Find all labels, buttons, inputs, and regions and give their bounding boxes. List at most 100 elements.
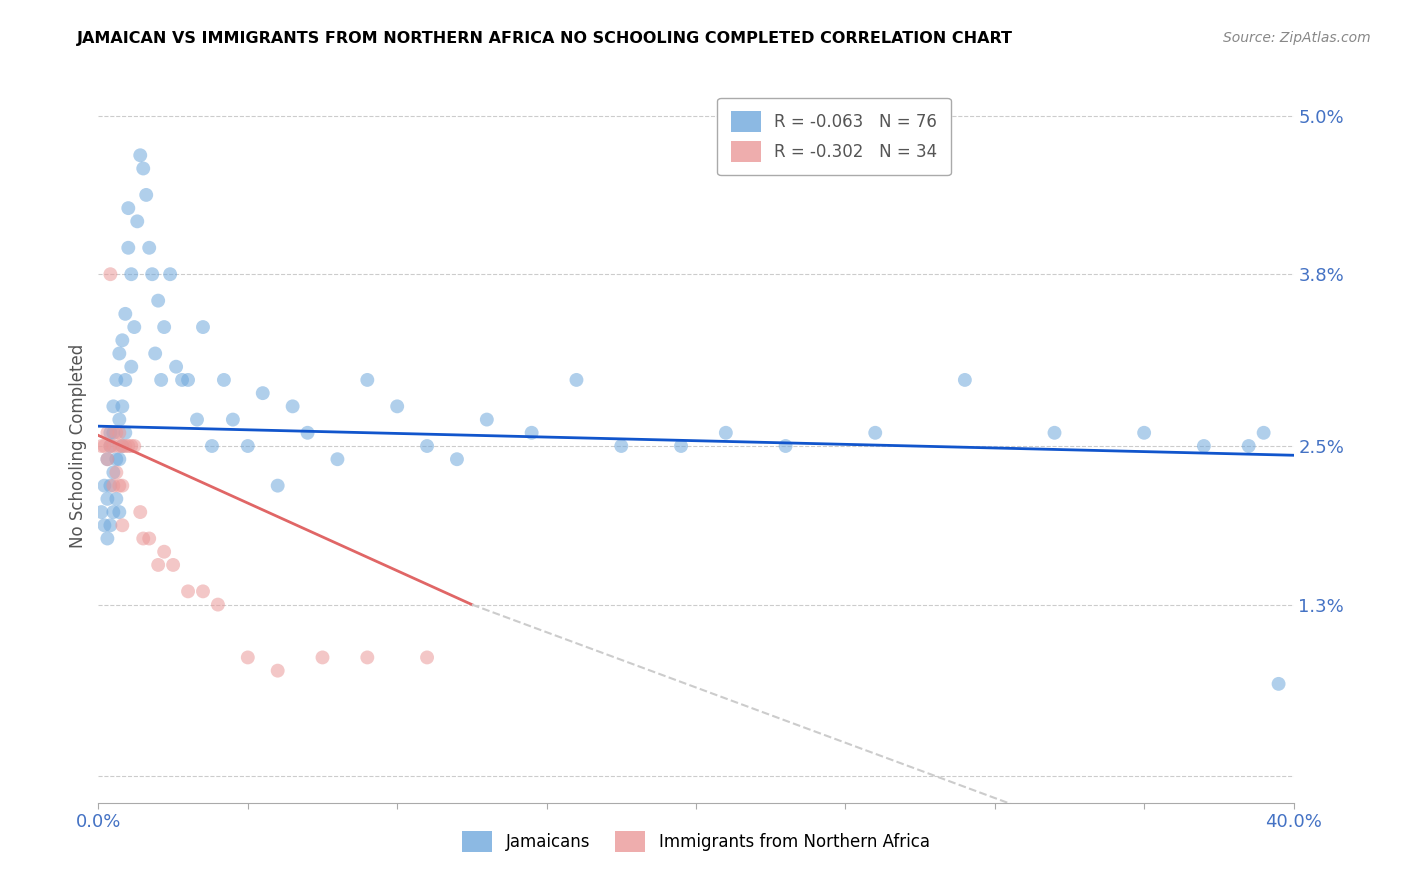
Point — [105, 491, 128, 506]
Point — [108, 478, 131, 492]
Point — [475, 412, 498, 426]
Point — [1133, 425, 1156, 440]
Point — [105, 452, 128, 467]
Point — [1043, 425, 1066, 440]
Point — [714, 425, 737, 440]
Point — [96, 491, 118, 506]
Point — [153, 545, 176, 559]
Point — [96, 452, 118, 467]
Point — [148, 293, 170, 308]
Point — [356, 373, 378, 387]
Point — [111, 333, 134, 347]
Point — [129, 148, 152, 162]
Point — [117, 201, 139, 215]
Point — [252, 386, 274, 401]
Point — [105, 373, 128, 387]
Point — [108, 505, 131, 519]
Point — [267, 664, 290, 678]
Point — [138, 241, 160, 255]
Point — [124, 439, 146, 453]
Point — [98, 439, 122, 453]
Point — [143, 346, 166, 360]
Point — [103, 439, 125, 453]
Point — [153, 320, 176, 334]
Point — [114, 307, 136, 321]
Point — [111, 518, 134, 533]
Point — [117, 439, 139, 453]
Point — [108, 412, 131, 426]
Legend: Jamaicans, Immigrants from Northern Africa: Jamaicans, Immigrants from Northern Afri… — [456, 824, 936, 859]
Point — [93, 478, 115, 492]
Point — [129, 505, 152, 519]
Point — [207, 598, 229, 612]
Point — [90, 439, 112, 453]
Point — [416, 439, 439, 453]
Point — [1253, 425, 1275, 440]
Point — [165, 359, 187, 374]
Point — [191, 584, 214, 599]
Point — [111, 439, 134, 453]
Text: JAMAICAN VS IMMIGRANTS FROM NORTHERN AFRICA NO SCHOOLING COMPLETED CORRELATION C: JAMAICAN VS IMMIGRANTS FROM NORTHERN AFR… — [77, 31, 1014, 46]
Point — [177, 373, 200, 387]
Point — [326, 452, 349, 467]
Y-axis label: No Schooling Completed: No Schooling Completed — [69, 344, 87, 548]
Point — [108, 425, 131, 440]
Point — [311, 650, 333, 665]
Point — [191, 320, 214, 334]
Point — [96, 452, 118, 467]
Point — [775, 439, 797, 453]
Point — [159, 267, 181, 281]
Point — [105, 425, 128, 440]
Point — [385, 400, 409, 414]
Point — [103, 466, 125, 480]
Point — [135, 188, 157, 202]
Point — [610, 439, 633, 453]
Point — [141, 267, 163, 281]
Point — [98, 518, 122, 533]
Text: Source: ZipAtlas.com: Source: ZipAtlas.com — [1223, 31, 1371, 45]
Point — [150, 373, 173, 387]
Point — [98, 267, 122, 281]
Point — [111, 478, 134, 492]
Point — [117, 241, 139, 255]
Point — [114, 373, 136, 387]
Point — [90, 505, 112, 519]
Point — [520, 425, 543, 440]
Point — [103, 505, 125, 519]
Point — [96, 425, 118, 440]
Point — [148, 558, 170, 572]
Point — [96, 532, 118, 546]
Point — [297, 425, 319, 440]
Point — [103, 400, 125, 414]
Point — [356, 650, 378, 665]
Point — [1267, 677, 1289, 691]
Point — [669, 439, 692, 453]
Point — [120, 267, 142, 281]
Point — [120, 439, 142, 453]
Point — [565, 373, 588, 387]
Point — [105, 466, 128, 480]
Point — [201, 439, 224, 453]
Point — [446, 452, 468, 467]
Point — [108, 439, 131, 453]
Point — [212, 373, 235, 387]
Point — [172, 373, 194, 387]
Point — [124, 320, 146, 334]
Point — [98, 439, 122, 453]
Point — [953, 373, 976, 387]
Point — [186, 412, 208, 426]
Point — [162, 558, 184, 572]
Point — [132, 532, 155, 546]
Point — [281, 400, 304, 414]
Point — [114, 425, 136, 440]
Point — [108, 452, 131, 467]
Point — [222, 412, 245, 426]
Point — [1192, 439, 1215, 453]
Point — [267, 478, 290, 492]
Point — [111, 439, 134, 453]
Point — [236, 650, 259, 665]
Point — [127, 214, 149, 228]
Point — [98, 425, 122, 440]
Point — [93, 518, 115, 533]
Point — [416, 650, 439, 665]
